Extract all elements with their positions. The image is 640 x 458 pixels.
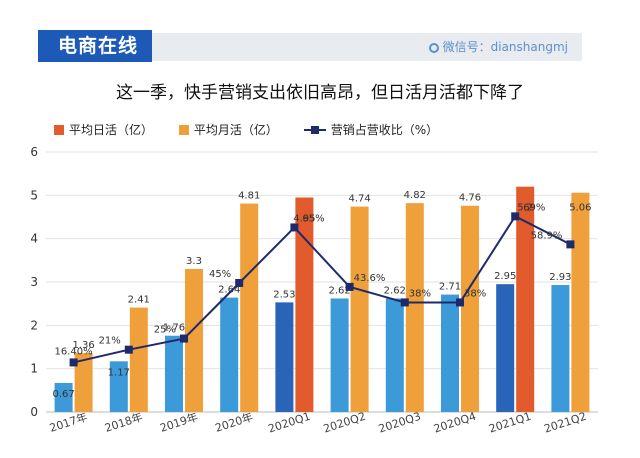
bar-monthly	[74, 353, 93, 412]
legend-label-daily: 平均日活（亿）	[69, 123, 154, 137]
bar-daily	[54, 382, 73, 412]
search-icon	[428, 43, 439, 53]
data-label-monthly: 5.2	[517, 203, 533, 214]
x-tick-label: 2018年	[103, 410, 144, 435]
bar-monthly	[350, 206, 369, 412]
ratio-point	[235, 279, 244, 287]
wechat-id: 微信号：dianshangmj	[428, 38, 568, 55]
y-tick-label: 4	[30, 232, 38, 246]
data-label-ratio: 45%	[209, 269, 231, 280]
x-tick-label: 2021Q2	[543, 410, 589, 436]
bar-daily	[496, 284, 515, 412]
data-label-ratio: 65%	[302, 213, 324, 224]
x-tick-label: 2020Q2	[322, 410, 368, 436]
data-label-monthly: 5.06	[569, 203, 591, 214]
legend-swatch-ratio	[303, 125, 326, 135]
data-label-daily: 2.62	[328, 285, 350, 296]
bar-daily	[551, 285, 570, 412]
ratio-point	[511, 212, 520, 221]
data-label-daily: 1.76	[163, 323, 185, 334]
data-label-monthly: 4.81	[238, 191, 260, 202]
data-label-ratio: 69%	[523, 202, 545, 213]
data-label-daily: 2.64	[218, 285, 240, 296]
data-label-monthly: 2.41	[128, 295, 150, 306]
bar-daily	[109, 361, 128, 412]
data-label-ratio: 16.40%	[55, 346, 93, 357]
data-label-daily: 1.17	[108, 367, 130, 378]
bar-monthly	[405, 203, 424, 412]
ratio-point	[69, 358, 78, 367]
bar-monthly	[295, 197, 314, 412]
ratio-line	[73, 215, 571, 364]
bar-daily	[330, 298, 349, 412]
ratio-point	[290, 223, 299, 232]
bar-monthly	[571, 192, 590, 412]
data-label-ratio: 38%	[409, 288, 431, 299]
x-tick-label: 2020年	[213, 410, 254, 435]
legend-label-ratio: 营销占营收比（%）	[330, 123, 439, 137]
data-label-monthly: 3.3	[186, 256, 202, 267]
bar-daily	[441, 294, 459, 412]
data-label-daily: 2.62	[384, 285, 406, 296]
legend-item-daily: 平均日活（亿）	[54, 123, 153, 137]
data-label-ratio: 43.6%	[354, 273, 386, 284]
x-tick-label: 2020Q1	[267, 410, 313, 436]
ratio-point	[566, 240, 575, 249]
data-label-monthly: 4.95	[293, 214, 315, 225]
y-tick-label: 0	[30, 405, 38, 419]
bar-daily	[275, 302, 294, 412]
x-tick-label: 2020Q4	[432, 410, 478, 436]
ratio-point	[400, 298, 409, 307]
data-label-daily: 2.95	[494, 271, 516, 282]
data-label-ratio: 58.9%	[531, 230, 563, 241]
data-label-ratio: 25%	[154, 325, 176, 336]
y-tick-label: 2	[30, 318, 38, 332]
legend-item-ratio: 营销占营收比（%）	[303, 123, 439, 137]
x-tick-label: 2020Q3	[377, 410, 423, 436]
ratio-point	[345, 282, 354, 291]
bar-monthly	[129, 307, 148, 412]
bar-daily	[220, 297, 239, 412]
bar-daily	[385, 298, 404, 412]
ratio-point	[180, 334, 188, 343]
bar-monthly	[185, 269, 203, 412]
chart-title: 这一季，快手营销支出依旧高昂，但日活月活都下降了	[116, 83, 524, 103]
wechat-label: 微信号：dianshangmj	[442, 40, 568, 54]
data-label-monthly: 4.76	[459, 193, 481, 204]
data-label-daily: 2.53	[273, 289, 295, 300]
y-tick-label: 5	[30, 188, 38, 202]
x-tick-label: 2017年	[48, 410, 89, 435]
legend-item-monthly: 平均月活（亿）	[178, 123, 278, 137]
x-tick-label: 2019年	[158, 410, 199, 435]
bar-monthly	[461, 205, 479, 412]
data-label-ratio: 38%	[464, 288, 486, 299]
data-label-ratio: 21%	[99, 336, 121, 347]
data-label-monthly: 4.82	[404, 190, 426, 201]
legend-swatch-daily	[54, 125, 64, 135]
legend-label-monthly: 平均月活（亿）	[193, 123, 278, 137]
data-label-daily: 2.93	[549, 272, 571, 283]
data-label-monthly: 1.36	[72, 340, 94, 351]
data-label-daily: 2.71	[439, 282, 461, 293]
chart-legend: 平均日活（亿） 平均月活（亿） 营销占营收比（%）	[54, 121, 460, 138]
y-tick-label: 1	[30, 362, 38, 376]
x-tick-label: 2021Q1	[487, 410, 533, 436]
bar-monthly	[516, 186, 535, 412]
ratio-point	[124, 345, 133, 354]
y-tick-label: 6	[30, 145, 38, 159]
ratio-point	[456, 298, 464, 307]
legend-swatch-monthly	[178, 125, 189, 135]
bar-daily	[165, 335, 183, 412]
brand-logo: 电商在线	[38, 30, 153, 62]
data-label-monthly: 4.74	[348, 194, 370, 205]
bar-monthly	[240, 203, 259, 412]
y-tick-label: 3	[30, 275, 38, 289]
data-label-daily: 0.67	[52, 389, 74, 400]
